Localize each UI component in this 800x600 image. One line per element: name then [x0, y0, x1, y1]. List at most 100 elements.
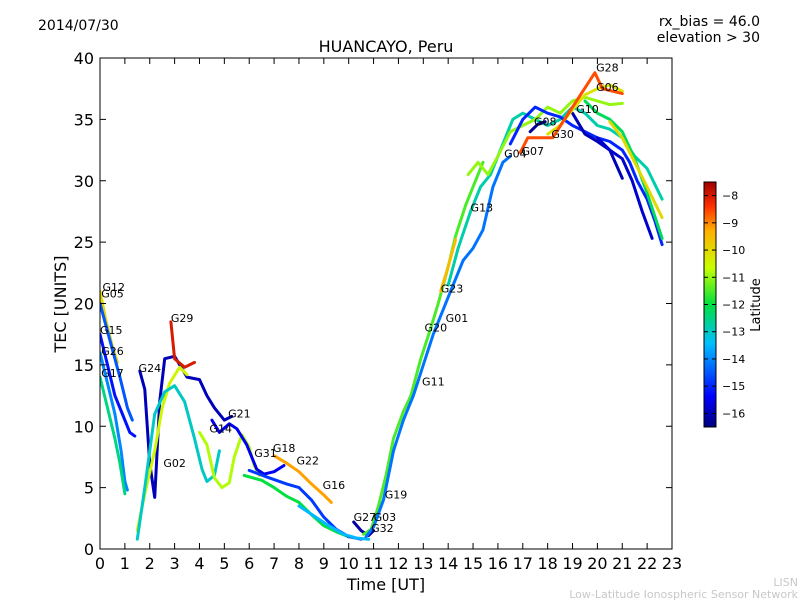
x-tick-label: 10 — [339, 554, 359, 573]
series-g26 — [100, 351, 129, 492]
x-tick-label: 11 — [363, 554, 383, 573]
satellite-label-g02: G02 — [163, 457, 186, 470]
satellite-label-g08: G08 — [534, 116, 557, 129]
footer-network: Low-Latitude Ionospheric Sensor Network — [569, 588, 798, 600]
x-tick-label: 6 — [244, 554, 254, 573]
series-g31 — [210, 418, 286, 476]
satellite-label-g23: G23 — [441, 282, 464, 295]
x-tick-label: 20 — [587, 554, 607, 573]
elevation-label: elevation > 30 — [657, 30, 760, 46]
series-g15 — [100, 332, 137, 438]
series-g18 — [272, 454, 333, 504]
colorbar-tick-label: −15 — [722, 380, 745, 393]
x-tick-label: 22 — [637, 554, 657, 573]
x-axis-label: Time [UT] — [346, 575, 425, 594]
satellite-label-g28: G28 — [596, 62, 619, 75]
series-g11 — [518, 71, 624, 154]
satellite-label-g27: G27 — [354, 511, 377, 524]
colorbar-tick-label: −9 — [722, 217, 738, 230]
series-g05 — [100, 302, 134, 422]
series-g27 — [297, 504, 371, 541]
satellite-label-g32: G32 — [371, 522, 394, 535]
series-g14 — [135, 384, 221, 541]
x-tick-label: 14 — [438, 554, 458, 573]
x-tick-label: 21 — [612, 554, 632, 573]
colorbar-tick-label: −8 — [722, 190, 738, 203]
y-tick-label: 40 — [74, 49, 94, 68]
series-g22 — [242, 473, 351, 539]
satellite-label-g26: G26 — [101, 345, 124, 358]
x-tick-label: 9 — [319, 554, 329, 573]
series-g01 — [466, 95, 624, 177]
y-tick-label: 20 — [74, 295, 94, 314]
satellite-label-g12: G12 — [102, 281, 125, 294]
y-tick-label: 0 — [84, 540, 94, 559]
x-tick-label: 16 — [488, 554, 508, 573]
satellite-label-g10: G10 — [576, 103, 599, 116]
series-g08 — [528, 120, 547, 134]
series-g06 — [583, 99, 664, 240]
x-tick-label: 3 — [170, 554, 180, 573]
satellite-label-g15: G15 — [100, 324, 123, 337]
x-tick-label: 17 — [513, 554, 533, 573]
x-tick-label: 13 — [413, 554, 433, 573]
satellite-label-g21: G21 — [228, 408, 251, 421]
x-tick-label: 15 — [463, 554, 483, 573]
y-axis-label: TEC [UNITS] — [51, 256, 70, 354]
x-tick-label: 0 — [95, 554, 105, 573]
x-tick-label: 2 — [145, 554, 155, 573]
x-tick-label: 7 — [269, 554, 279, 573]
colorbar-label: Latitude — [749, 278, 764, 332]
y-tick-label: 25 — [74, 233, 94, 252]
satellite-label-g24: G24 — [139, 362, 162, 375]
satellite-label-g13: G13 — [471, 201, 494, 214]
satellite-label-g22: G22 — [296, 454, 319, 467]
y-tick-label: 5 — [84, 479, 94, 498]
series-g20 — [608, 120, 664, 220]
satellite-label-g17: G17 — [101, 367, 124, 380]
satellite-label-g29: G29 — [171, 312, 194, 325]
x-tick-label: 4 — [194, 554, 204, 573]
chart-title: HUANCAYO, Peru — [319, 37, 454, 56]
colorbar-tick-label: −10 — [722, 244, 745, 257]
colorbar-tick-label: −11 — [722, 271, 745, 284]
satellite-label-g05: G05 — [101, 287, 124, 300]
x-tick-label: 23 — [662, 554, 682, 573]
satellite-label-g18: G18 — [273, 442, 296, 455]
series-g19 — [364, 154, 512, 539]
series-g23 — [439, 238, 458, 293]
footer-lisn: LISN — [773, 576, 798, 589]
axes-ticks: 0 1 2 3 4 5 6 7 8 9 10 11 12 13 14 15 16 17 18 19 20 21 22 2305… — [74, 49, 683, 573]
y-tick-label: 30 — [74, 172, 94, 191]
satellite-label-g06: G06 — [596, 81, 619, 94]
x-tick-label: 12 — [388, 554, 408, 573]
series-g32 — [362, 160, 485, 536]
y-tick-label: 10 — [74, 417, 94, 436]
satellite-label-g01: G01 — [446, 312, 469, 325]
satellite-label-g04: G04 — [504, 147, 527, 160]
colorbar-tick-label: −16 — [722, 407, 745, 420]
satellite-label-g16: G16 — [323, 479, 346, 492]
satellite-label-g11: G11 — [422, 376, 445, 389]
series-g07 — [595, 136, 654, 240]
series-g29 — [169, 320, 196, 369]
x-tick-label: 18 — [537, 554, 557, 573]
series-layer — [100, 71, 664, 541]
satellite-label-g20: G20 — [425, 322, 448, 335]
colorbar-ticks: −8 −9 −10 −11 −12 −13 −14 −15 −16 — [704, 190, 745, 420]
colorbar-tick-label: −14 — [722, 353, 745, 366]
x-tick-label: 1 — [120, 554, 130, 573]
y-tick-label: 15 — [74, 356, 94, 375]
rx-bias-label: rx_bias = 46.0 — [659, 14, 760, 30]
satellite-label-g14: G14 — [209, 422, 232, 435]
satellite-label-g03: G03 — [374, 511, 397, 524]
satellite-label-g19: G19 — [385, 489, 408, 502]
colorbar-tick-label: −13 — [722, 326, 745, 339]
series-g04 — [571, 111, 624, 180]
x-tick-label: 8 — [294, 554, 304, 573]
satellite-label-g30: G30 — [551, 128, 574, 141]
satellite-label-g31: G31 — [254, 447, 277, 460]
x-tick-label: 5 — [219, 554, 229, 573]
